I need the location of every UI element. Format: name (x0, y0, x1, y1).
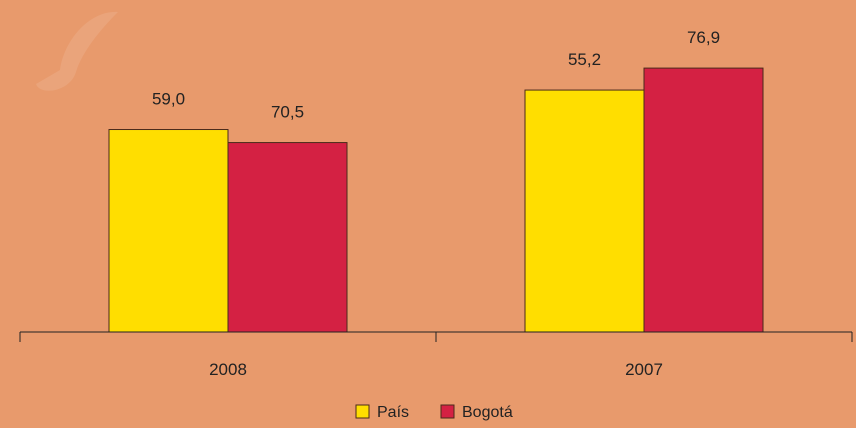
data-label-2007-1: 76,9 (687, 28, 720, 47)
data-label-2008-1: 70,5 (271, 103, 304, 122)
bars-group: 59,0 70,5 55,2 76,9 (108, 28, 764, 333)
background-watermark-glyph (36, 11, 118, 91)
legend-swatch-0 (355, 404, 370, 419)
x-tick-label-2008: 2008 (209, 360, 247, 379)
bar-2007-0 (524, 89, 645, 333)
data-label-2008-0: 59,0 (152, 90, 185, 109)
legend-swatch-1 (440, 404, 455, 419)
data-label-2007-0: 55,2 (568, 50, 601, 69)
legend-label-1: Bogotá (462, 404, 513, 421)
legend-label-0: País (377, 404, 409, 421)
bar-2008-0 (108, 129, 229, 333)
x-axis: 2008 2007 (19, 331, 853, 379)
legend: País Bogotá (355, 404, 513, 421)
bar-2008-1 (227, 142, 348, 333)
x-tick-label-2007: 2007 (625, 360, 663, 379)
bar-2007-1 (643, 67, 764, 333)
